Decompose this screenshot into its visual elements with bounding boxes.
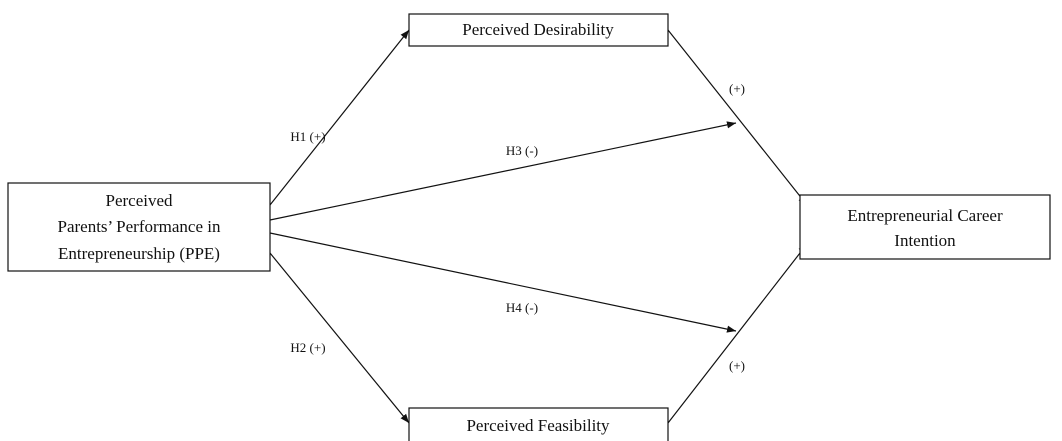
node-label: Entrepreneurship (PPE) bbox=[58, 244, 220, 263]
edge-label: H4 (-) bbox=[506, 300, 538, 315]
edge-arrow bbox=[269, 252, 410, 424]
edge-label: H2 (+) bbox=[290, 340, 325, 355]
node-box bbox=[408, 407, 669, 441]
node-label: Perceived Desirability bbox=[462, 20, 614, 39]
node-label: Perceived Feasibility bbox=[466, 416, 610, 435]
edge-arrow bbox=[667, 243, 808, 424]
edge-arrow bbox=[667, 29, 808, 206]
edge-arrow bbox=[269, 29, 410, 206]
edge-label: H1 (+) bbox=[290, 129, 325, 144]
node-box bbox=[799, 194, 1051, 260]
edge-label: (+) bbox=[729, 358, 745, 373]
node-label: Parents’ Performance in bbox=[57, 217, 221, 236]
node-box bbox=[408, 13, 669, 47]
edge-arrow bbox=[269, 121, 737, 221]
edge-label: (+) bbox=[729, 81, 745, 96]
node-label: Intention bbox=[894, 231, 956, 250]
node-label: Entrepreneurial Career bbox=[847, 206, 1003, 225]
node-box bbox=[7, 182, 271, 272]
edge-arrow bbox=[269, 232, 737, 333]
edge-label: H3 (-) bbox=[506, 143, 538, 158]
node-label: Perceived bbox=[105, 191, 173, 210]
